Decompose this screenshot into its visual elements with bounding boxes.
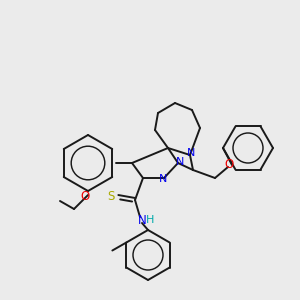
Text: N: N [187,148,195,158]
Text: H: H [146,215,154,225]
Text: N: N [159,174,167,184]
Text: O: O [80,190,90,203]
Text: N: N [176,157,184,167]
Text: N: N [138,214,146,226]
Text: S: S [107,190,115,203]
Text: O: O [224,158,234,172]
